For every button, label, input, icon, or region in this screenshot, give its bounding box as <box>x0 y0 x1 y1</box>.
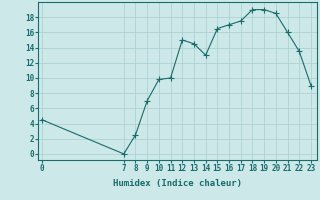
X-axis label: Humidex (Indice chaleur): Humidex (Indice chaleur) <box>113 179 242 188</box>
